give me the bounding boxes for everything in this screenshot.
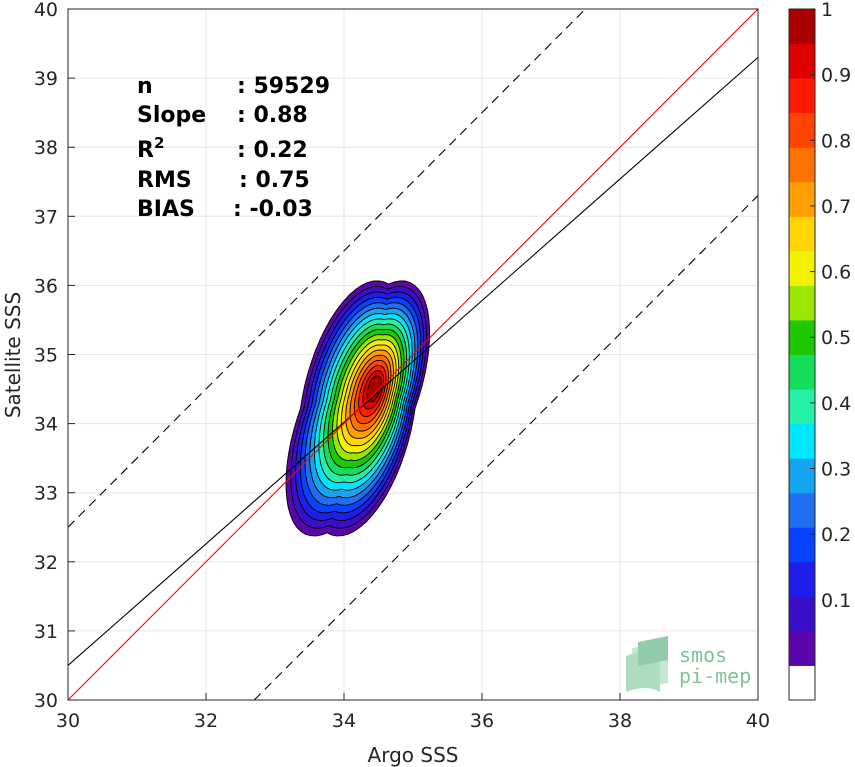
reference-lines xyxy=(67,8,759,701)
colorbar-cell xyxy=(789,78,815,114)
x-tick-label: 40 xyxy=(746,710,770,732)
y-tick-label: 38 xyxy=(34,137,58,159)
y-tick-label: 36 xyxy=(34,275,58,297)
y-tick-label: 34 xyxy=(34,414,58,436)
colorbar-cell xyxy=(789,389,815,425)
y-axis-label: Satellite SSS xyxy=(1,292,25,418)
colorbar-cell xyxy=(789,9,815,45)
colorbar-tick-label: 0.4 xyxy=(821,393,851,415)
x-tick-label: 38 xyxy=(608,710,632,732)
colorbar-cell xyxy=(789,458,815,494)
y-tick-label: 39 xyxy=(34,68,58,90)
y-tick-label: 31 xyxy=(34,621,58,643)
y-tick-label: 30 xyxy=(34,690,58,712)
stat-value: : 0.75 xyxy=(239,168,310,193)
density-contours xyxy=(285,280,431,537)
regression-fit-line xyxy=(67,56,759,666)
colorbar-tick-label: 0.7 xyxy=(821,196,851,218)
colorbar-cell xyxy=(789,630,815,666)
colorbar-frame xyxy=(788,8,816,701)
logo-text-smos: smos xyxy=(679,643,727,667)
stat-value: : 0.22 xyxy=(237,138,308,163)
stat-value: : -0.03 xyxy=(233,197,313,222)
density-contour-level xyxy=(366,375,382,403)
statistics-box: n : 59529 Slope : 0.88 R2 : 0.22 RMS : 0.75 BIAS… xyxy=(137,74,330,222)
colorbar-cell xyxy=(789,147,815,183)
x-axis-label: Argo SSS xyxy=(368,743,459,767)
x-tick-labels: 30 32 34 36 38 40 xyxy=(56,693,770,732)
stat-value: : 0.88 xyxy=(237,103,308,128)
stat-label: BIAS xyxy=(137,197,195,222)
colorbar-cell xyxy=(789,492,815,528)
colorbar-cell xyxy=(789,43,815,79)
colorbar-cell xyxy=(789,285,815,321)
colorbar-tick-label: 0.5 xyxy=(821,327,851,349)
x-tick-label: 30 xyxy=(56,710,80,732)
identity-line xyxy=(67,8,759,701)
colorbar-cell xyxy=(789,423,815,459)
y-tick-label: 37 xyxy=(34,206,58,228)
colorbar-tick-label: 0.6 xyxy=(821,262,851,284)
upper-envelope-line xyxy=(67,8,586,528)
y-tick-label: 32 xyxy=(34,552,58,574)
x-tick-label: 36 xyxy=(470,710,494,732)
y-tick-label: 40 xyxy=(34,0,58,21)
stat-label: R2 xyxy=(137,134,164,163)
stat-value: : 59529 xyxy=(237,74,330,99)
colorbar-cell xyxy=(789,112,815,148)
colorbar-tick-label: 0.9 xyxy=(821,65,851,87)
colorbar-cell xyxy=(789,216,815,252)
stat-superscript: 2 xyxy=(154,134,164,152)
y-tick-label: 35 xyxy=(34,345,58,367)
y-tick-label: 33 xyxy=(34,483,58,505)
colorbar-cell xyxy=(789,596,815,632)
colorbar-cell xyxy=(789,354,815,390)
y-tick-labels: 30 31 32 33 34 35 36 37 38 39 40 xyxy=(34,0,75,712)
colorbar-tick-label: 0.1 xyxy=(821,590,851,612)
stat-label: RMS xyxy=(137,168,192,193)
smos-pi-mep-logo: smos pi-mep xyxy=(626,636,751,692)
colorbar-cell xyxy=(789,527,815,563)
x-tick-label: 32 xyxy=(194,710,218,732)
logo-text-pi-mep: pi-mep xyxy=(679,664,751,688)
colorbar-tick-label: 0.8 xyxy=(821,130,851,152)
colorbar-blank-cell xyxy=(789,665,815,700)
colorbar-cell xyxy=(789,250,815,286)
colorbar-tick-label: 1 xyxy=(821,0,833,21)
colorbar-cell xyxy=(789,561,815,597)
colorbar-tick-label: 0.3 xyxy=(821,459,851,481)
colorbar-cell xyxy=(789,181,815,217)
stat-label: Slope xyxy=(137,103,206,128)
logo-waves-icon xyxy=(626,636,668,692)
colorbar: 0.1 0.2 0.3 0.4 0.5 0.6 0.7 0.8 0.9 1 xyxy=(788,0,851,701)
colorbar-tick-label: 0.2 xyxy=(821,524,851,546)
stat-label: n xyxy=(137,74,153,99)
x-tick-label: 34 xyxy=(332,710,356,732)
